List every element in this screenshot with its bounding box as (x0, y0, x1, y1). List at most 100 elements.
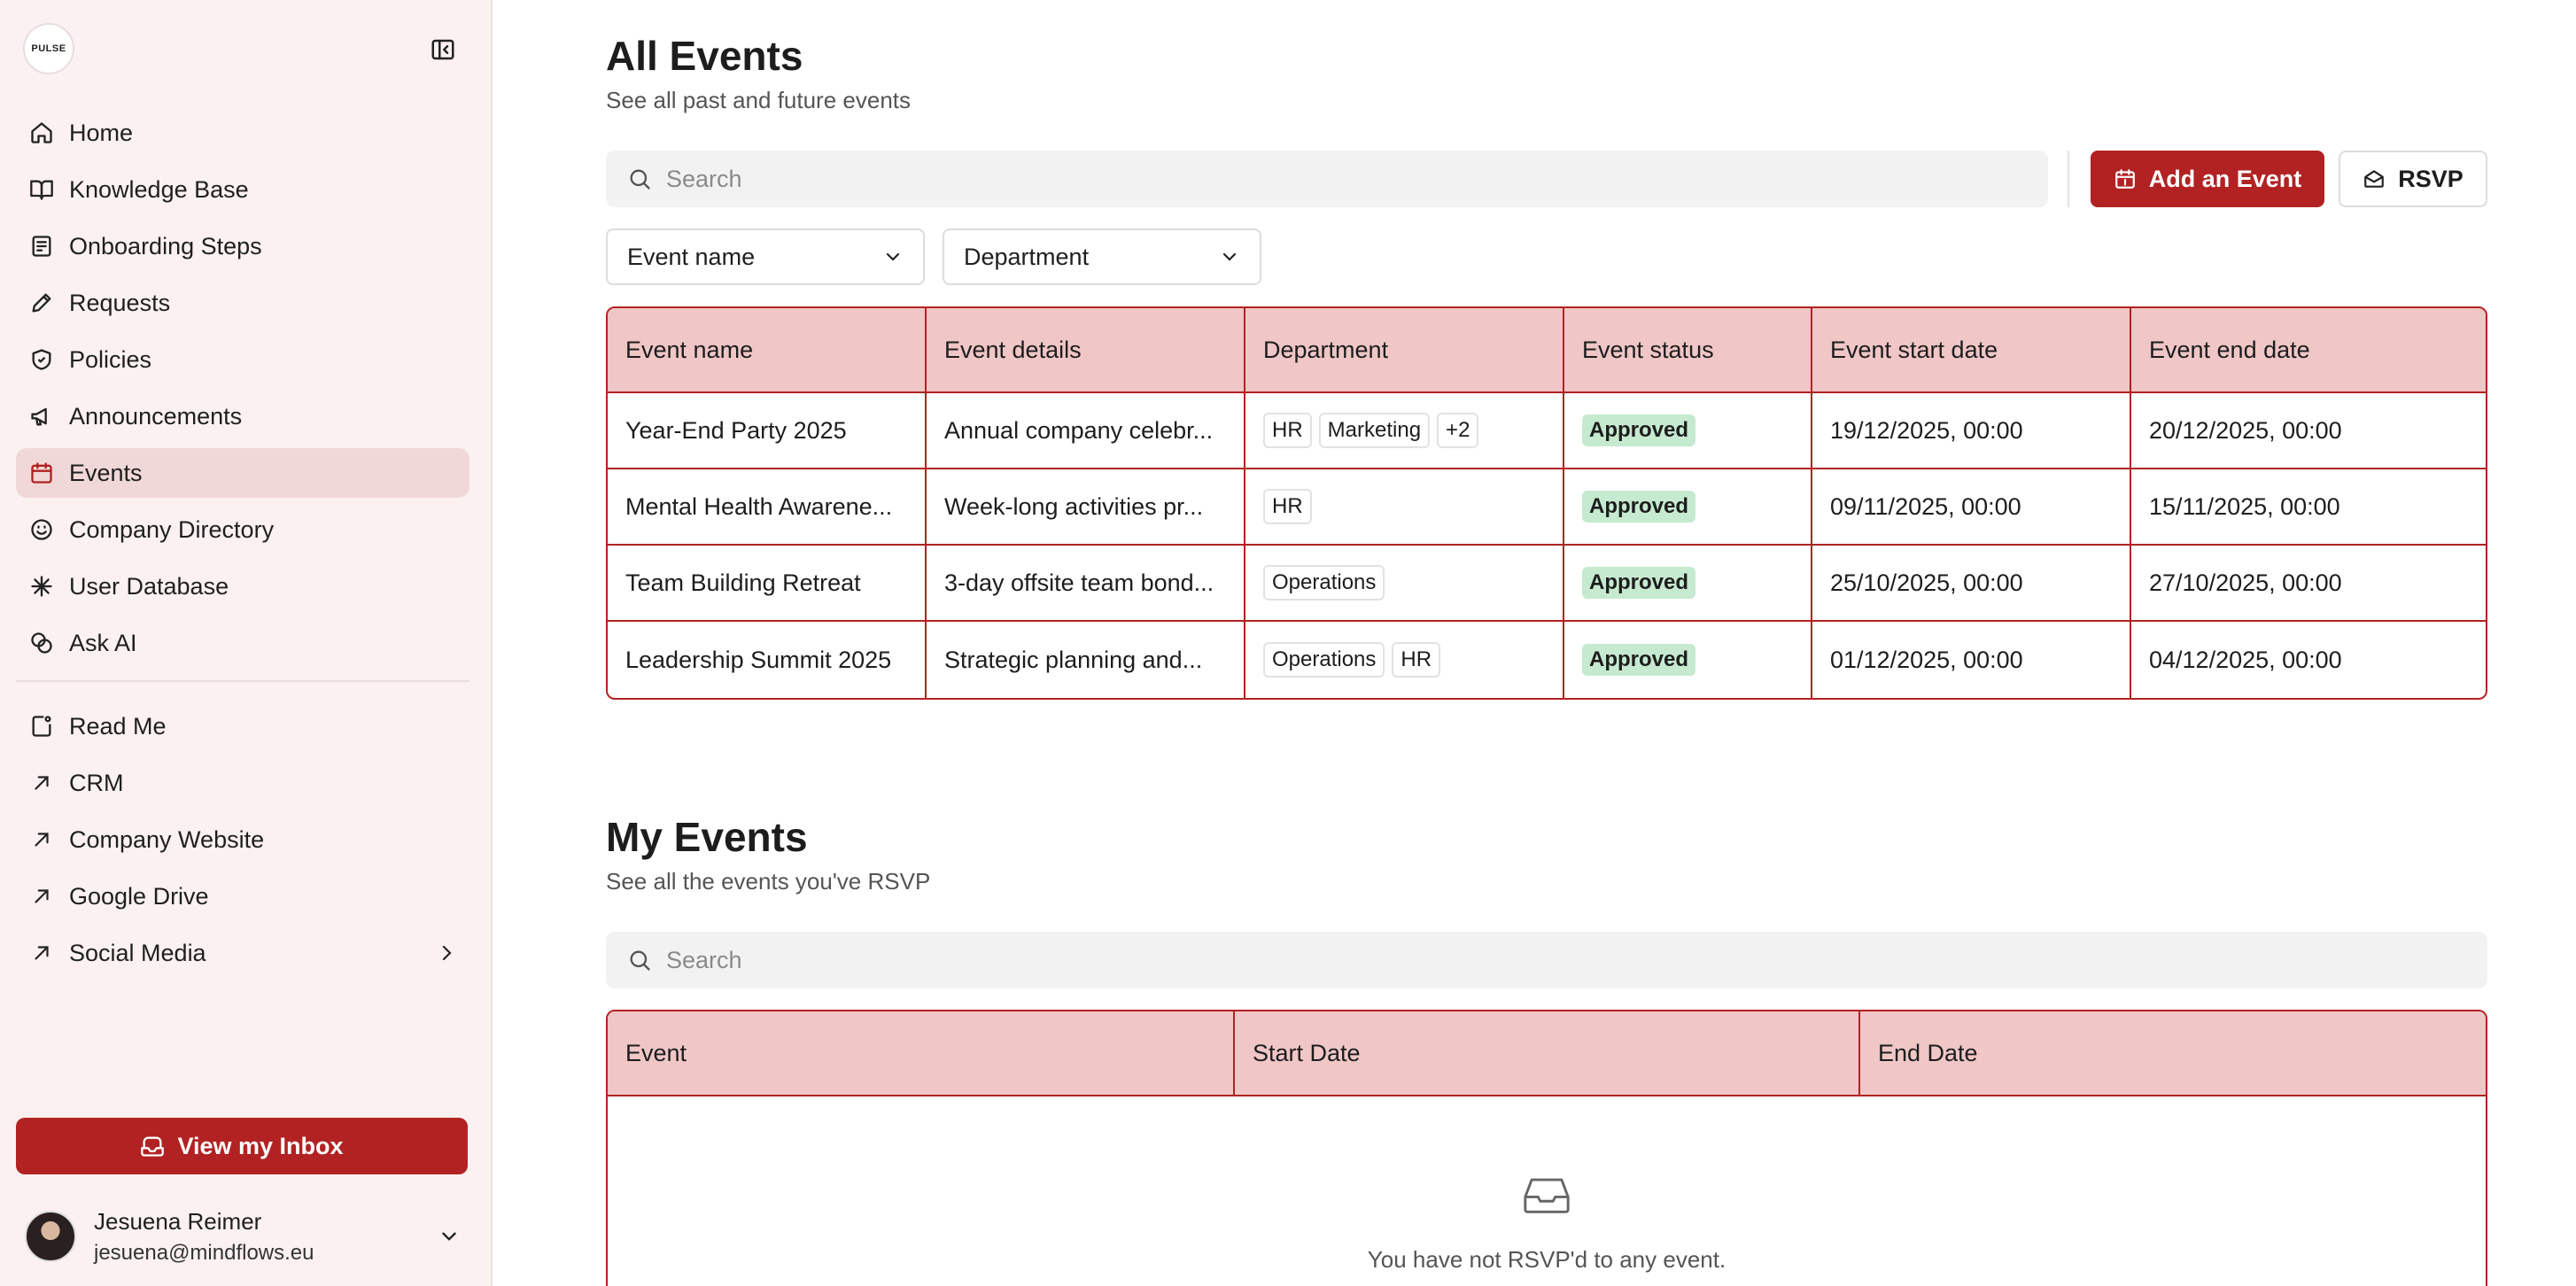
end-date-cell: 15/11/2025, 00:00 (2131, 469, 2486, 546)
status-cell: Approved (1564, 546, 1812, 622)
event-name-filter[interactable]: Event name (606, 229, 925, 285)
sidebar-item-company-directory[interactable]: Company Directory (16, 505, 469, 554)
sidebar-link-google-drive[interactable]: Google Drive (16, 872, 469, 921)
collapse-sidebar-button[interactable] (429, 35, 457, 64)
my-events-search-input[interactable] (666, 946, 2340, 974)
event-name-cell: Team Building Retreat (608, 546, 927, 622)
column-header[interactable]: Start Date (1235, 1011, 1860, 1096)
department-more-tag[interactable]: +2 (1437, 413, 1479, 448)
column-header[interactable]: Event (608, 1011, 1235, 1096)
sidebar-link-read-me[interactable]: Read Me (16, 701, 469, 751)
external-arrow-icon (28, 826, 55, 853)
toolbar-divider (2068, 151, 2069, 207)
shield-icon (28, 346, 55, 373)
start-date-cell: 19/12/2025, 00:00 (1812, 393, 2131, 469)
all-events-subtitle: See all past and future events (606, 87, 912, 113)
start-date-cell: 25/10/2025, 00:00 (1812, 546, 2131, 622)
sidebar-item-home[interactable]: Home (16, 108, 469, 158)
sidebar-item-requests[interactable]: Requests (16, 278, 469, 328)
all-events-table: Event name Event details Department Even… (606, 306, 2487, 700)
department-cell: HR Marketing +2 (1245, 393, 1564, 469)
sidebar-item-policies[interactable]: Policies (16, 335, 469, 384)
my-events-subtitle: See all the events you've RSVP (606, 868, 931, 895)
event-name-cell: Year-End Party 2025 (608, 393, 927, 469)
column-header[interactable]: Event start date (1812, 308, 2131, 393)
department-tag: HR (1392, 642, 1441, 678)
empty-inbox-icon (1524, 1178, 1570, 1213)
sidebar-item-label: Read Me (69, 712, 167, 740)
sidebar-item-label: CRM (69, 769, 124, 796)
chevron-down-icon (882, 246, 904, 267)
envelope-open-icon (2364, 170, 2385, 188)
table-row[interactable]: Year-End Party 2025 Annual company celeb… (608, 393, 2486, 469)
event-details-cell: Strategic planning and... (927, 622, 1245, 698)
sidebar-item-label: Events (69, 459, 143, 486)
sidebar-nav: Home Knowledge Base Onboarding Steps Req… (16, 108, 469, 985)
chevron-down-icon[interactable] (438, 1225, 461, 1248)
table-row[interactable]: Leadership Summit 2025 Strategic plannin… (608, 622, 2486, 698)
sidebar-item-events[interactable]: Events (16, 448, 469, 498)
sidebar-item-user-database[interactable]: User Database (16, 562, 469, 611)
external-arrow-icon (28, 883, 55, 910)
department-filter[interactable]: Department (943, 229, 1261, 285)
event-name-filter-label: Event name (627, 243, 756, 270)
sidebar-link-social-media[interactable]: Social Media (16, 928, 469, 978)
end-date-cell: 20/12/2025, 00:00 (2131, 393, 2486, 469)
calendar-plus-icon (2114, 169, 2135, 189)
column-header[interactable]: Event details (927, 308, 1245, 393)
sidebar-item-label: Knowledge Base (69, 175, 249, 203)
readme-icon (28, 713, 55, 740)
view-inbox-label: View my Inbox (177, 1132, 344, 1159)
sidebar-item-label: Company Directory (69, 515, 275, 543)
column-header[interactable]: Department (1245, 308, 1564, 393)
start-date-cell: 09/11/2025, 00:00 (1812, 469, 2131, 546)
all-events-search-input[interactable] (666, 165, 1945, 193)
avatar (25, 1211, 76, 1262)
table-header-row: Event Start Date End Date (608, 1011, 2486, 1096)
company-logo[interactable]: PULSE (23, 23, 74, 74)
column-header[interactable]: End Date (1860, 1011, 2486, 1096)
department-cell: HR (1245, 469, 1564, 546)
column-header[interactable]: Event name (608, 308, 927, 393)
table-row[interactable]: Team Building Retreat 3-day offsite team… (608, 546, 2486, 622)
all-events-title: All Events (606, 33, 803, 79)
my-events-search[interactable] (606, 932, 2487, 988)
empty-state: You have not RSVP'd to any event. (608, 1096, 2486, 1286)
pencil-icon (28, 290, 55, 316)
status-cell: Approved (1564, 393, 1812, 469)
user-email: jesuena@mindflows.eu (94, 1240, 314, 1265)
all-events-search[interactable] (606, 151, 2048, 207)
sidebar-item-label: Company Website (69, 825, 265, 853)
checklist-icon (28, 233, 55, 260)
sidebar-item-onboarding-steps[interactable]: Onboarding Steps (16, 221, 469, 271)
sidebar-item-knowledge-base[interactable]: Knowledge Base (16, 165, 469, 214)
end-date-cell: 04/12/2025, 00:00 (2149, 646, 2342, 673)
event-name-cell: Mental Health Awarene... (608, 469, 927, 546)
table-header-row: Event name Event details Department Even… (608, 308, 2486, 393)
calendar-icon (28, 460, 55, 486)
status-badge: Approved (1582, 644, 1696, 676)
inbox-icon (141, 1136, 165, 1157)
add-event-button[interactable]: Add an Event (2091, 151, 2324, 207)
chevron-right-icon[interactable] (436, 942, 457, 964)
sidebar-item-announcements[interactable]: Announcements (16, 391, 469, 441)
column-header[interactable]: Event status (1564, 308, 1812, 393)
external-arrow-icon (28, 940, 55, 966)
event-details-cell: Week-long activities pr... (927, 469, 1245, 546)
status-badge: Approved (1582, 567, 1696, 599)
view-inbox-button[interactable]: View my Inbox (16, 1118, 468, 1174)
rsvp-button[interactable]: RSVP (2339, 151, 2487, 207)
event-details-cell: 3-day offsite team bond... (927, 546, 1245, 622)
sidebar-item-label: Google Drive (69, 882, 209, 910)
sidebar-link-crm[interactable]: CRM (16, 758, 469, 808)
event-name-cell: Leadership Summit 2025 (608, 622, 927, 698)
column-header[interactable]: Event end date (2131, 308, 2486, 393)
sidebar-link-company-website[interactable]: Company Website (16, 815, 469, 864)
user-profile[interactable]: Jesuena Reimer jesuena@mindflows.eu (25, 1201, 468, 1272)
table-row[interactable]: Mental Health Awarene... Week-long activ… (608, 469, 2486, 546)
sidebar-item-ask-ai[interactable]: Ask AI (16, 618, 469, 668)
department-cell: Operations (1245, 546, 1564, 622)
sidebar-item-label: Onboarding Steps (69, 232, 262, 260)
department-tag: Operations (1263, 565, 1385, 600)
user-info: Jesuena Reimer jesuena@mindflows.eu (94, 1208, 314, 1266)
